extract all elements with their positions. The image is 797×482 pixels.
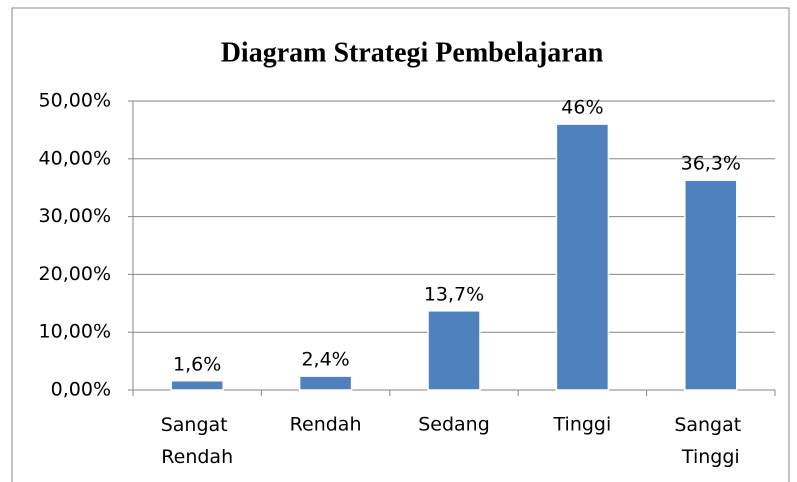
bar [555,123,610,391]
y-tick-label: 50,00% [39,90,111,112]
chart-title: Diagram Strategi Pembelajaran [221,37,604,68]
bar [427,310,481,391]
x-tick-label: Sangat Rendah [161,414,234,468]
data-label: 1,6% [173,353,221,375]
data-label: 13,7% [424,283,484,305]
y-tick-label: 40,00% [39,147,111,169]
y-tick-label: 0,00% [51,379,111,401]
x-tick-label: Sangat Tinggi [674,414,747,468]
x-tick-label: Rendah [290,414,362,436]
x-tick-label: Tinggi [553,414,612,436]
data-label: 36,3% [681,153,741,175]
y-tick-label: 30,00% [39,205,111,227]
x-tick-label: Sedang [418,414,490,436]
bar [684,179,738,391]
bar [298,375,353,391]
y-tick-label: 10,00% [39,321,111,343]
data-label: 46% [561,97,603,119]
bar [170,380,224,391]
y-tick-label: 20,00% [39,263,111,285]
chart-border [11,7,790,482]
data-label: 2,4% [301,349,349,371]
